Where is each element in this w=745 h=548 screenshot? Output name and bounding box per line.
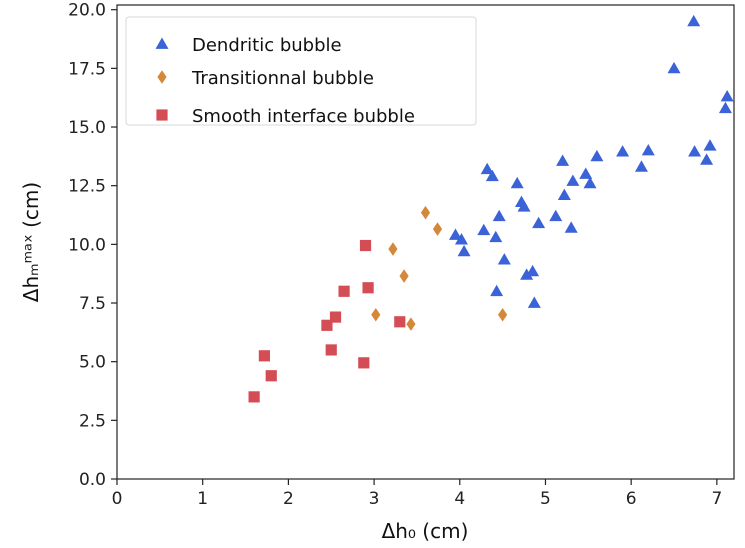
data-point-smooth [265,370,277,382]
y-tick-label: 12.5 [68,177,106,197]
data-point-smooth [358,357,370,369]
x-tick-label: 3 [369,489,380,509]
data-point-dendritic [641,143,655,156]
data-point-smooth [321,319,333,331]
data-point-dendritic [667,61,681,74]
data-point-dendritic [590,149,604,162]
legend-markers [155,37,169,121]
data-point-smooth [362,282,374,294]
data-point-dendritic [517,200,531,212]
data-point-dendritic [718,101,732,114]
data-point-dendritic [527,296,541,308]
x-tick-label: 6 [626,489,637,509]
y-tick-label: 7.5 [79,294,106,314]
y-axis-ticks: 0.0 2.5 5.0 7.5 10.0 12.5 15.0 17.5 20.0 [68,1,117,490]
data-point-dendritic [490,284,504,297]
plot-frame [116,4,735,480]
data-point-dendritic [454,233,468,245]
data-point-dendritic [634,160,648,172]
data-point-dendritic [564,221,578,233]
legend: Dendritic bubble Transitionnal bubble Sm… [125,16,477,127]
data-point-dendritic [557,188,571,200]
data-point-smooth [325,344,337,356]
data-point-dendritic [457,244,471,257]
legend-marker-square [156,109,168,121]
legend-box [125,16,477,126]
y-tick-label: 17.5 [68,59,106,79]
data-point-transitional [498,307,508,322]
data-point-smooth [338,285,350,297]
x-axis-label: Δh₀ (cm) [382,519,469,543]
legend-marker-diamond [157,70,167,84]
data-point-transitional [420,205,431,220]
x-tick-label: 4 [454,489,465,509]
data-point-dendritic [532,216,546,229]
legend-label-transitional: Transitionnal bubble [191,68,374,89]
data-point-dendritic [616,145,630,157]
data-point-transitional [406,317,416,331]
data-point-dendritic [703,139,717,151]
data-point-smooth [359,239,372,252]
legend-label-smooth: Smooth interface bubble [192,106,415,127]
data-point-dendritic [497,253,511,265]
data-point-dendritic [520,268,534,280]
data-point-transitional [399,269,409,283]
x-axis-ticks: 0 1 2 3 4 5 6 7 [112,479,722,509]
data-point-dendritic [489,230,503,243]
legend-marker-triangle [155,37,169,49]
data-point-dendritic [720,90,734,102]
y-tick-label: 15.0 [68,118,106,138]
data-point-dendritic [687,14,701,27]
data-point-dendritic [480,162,494,175]
x-tick-label: 2 [283,489,294,509]
data-point-smooth [258,350,270,362]
data-point-dendritic [526,264,540,277]
x-tick-label: 0 [112,489,123,509]
data-point-dendritic [700,153,714,165]
y-tick-label: 0.0 [79,470,106,490]
data-point-dendritic [579,167,593,179]
data-point-dendritic [448,228,462,240]
y-tick-label: 2.5 [79,411,106,431]
y-tick-label: 5.0 [79,353,106,373]
y-tick-label: 10.0 [68,235,106,255]
data-point-transitional [388,242,398,256]
data-point-transitional [371,307,381,322]
data-point-dendritic [485,169,499,182]
y-tick-label: 20.0 [68,1,106,21]
data-point-dendritic [510,176,524,189]
data-point-dendritic [583,176,597,189]
legend-label-dendritic: Dendritic bubble [192,35,342,56]
y-axis-label: Δhₘᵐᵃˣ (cm) [19,182,43,302]
data-point-dendritic [477,223,491,236]
data-point-smooth [248,391,260,403]
x-tick-label: 7 [711,489,722,509]
x-tick-label: 5 [540,489,551,509]
data-point-smooth [329,311,342,323]
x-tick-label: 1 [197,489,208,509]
data-point-transitional [432,222,443,236]
data-point-dendritic [566,174,580,186]
data-point-dendritic [688,145,702,157]
data-point-dendritic [556,154,570,166]
data-points [248,14,734,403]
data-point-dendritic [549,209,563,222]
data-point-dendritic [492,209,506,222]
data-point-smooth [394,316,406,328]
